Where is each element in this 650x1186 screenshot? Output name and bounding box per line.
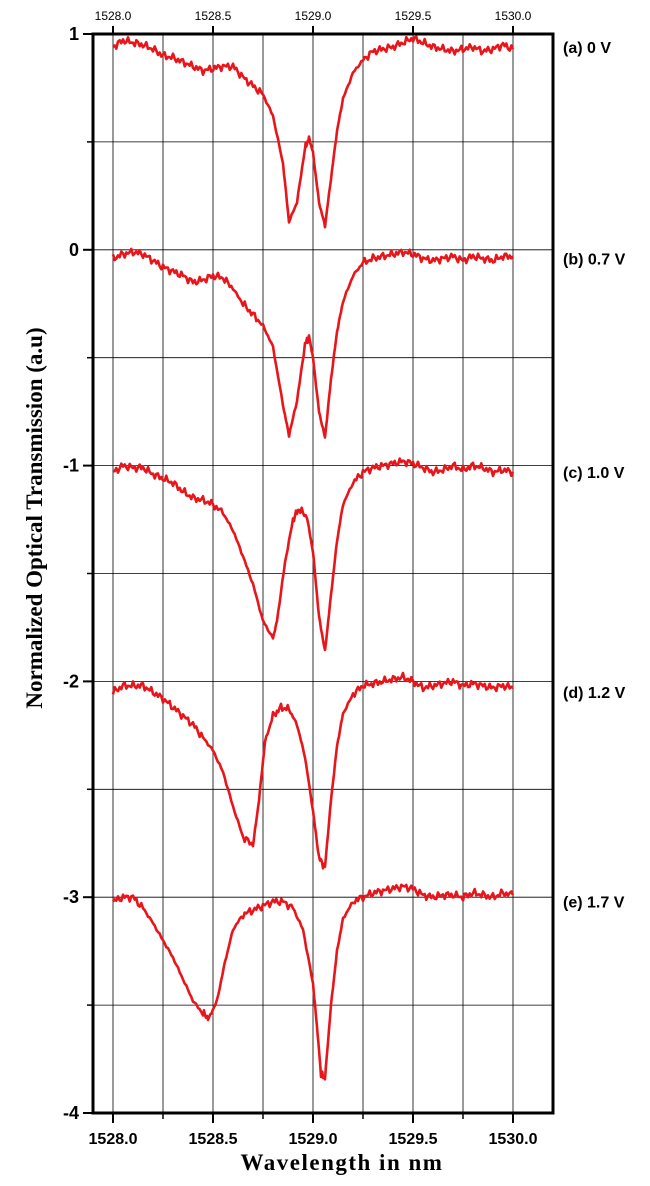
trace-line <box>111 883 515 1081</box>
y-tick-label: 1 <box>69 24 79 44</box>
x-tick-label-top: 1529.0 <box>295 9 332 23</box>
trace-label: (d) 1.2 V <box>563 685 626 702</box>
y-tick-label: -3 <box>63 887 79 907</box>
trace-line <box>113 457 515 652</box>
trace-label: (b) 0.7 V <box>563 251 626 268</box>
x-tick-label-bottom: 1529.0 <box>289 1131 338 1148</box>
x-tick-label-bottom: 1528.0 <box>89 1131 138 1148</box>
y-axis-title: Normalized Optical Transmission (a.u) <box>22 327 47 708</box>
y-tick-label: -1 <box>63 456 79 476</box>
x-tick-label-top: 1528.5 <box>195 9 232 23</box>
trace-label: (e) 1.7 V <box>563 895 625 912</box>
x-tick-label-bottom: 1528.5 <box>189 1131 238 1148</box>
tick-labels: 1528.0 1528.0 1528.5 1528.5 1529.0 1529.0 1529… <box>63 9 538 1148</box>
trace-label: (a) 0 V <box>563 40 611 57</box>
trace-label: (c) 1.0 V <box>563 465 625 482</box>
x-tick-label-top: 1530.0 <box>495 9 532 23</box>
trace-line <box>112 35 515 229</box>
x-tick-label-top: 1529.5 <box>395 9 432 23</box>
y-tick-label: -2 <box>63 671 79 691</box>
x-axis-title: Wavelength in nm <box>241 1150 444 1175</box>
trace-line <box>111 671 514 870</box>
x-tick-label-bottom: 1529.5 <box>389 1131 438 1148</box>
trace-line <box>111 247 514 439</box>
y-tick-label: -4 <box>63 1103 79 1123</box>
axis-ticks <box>83 26 514 1123</box>
x-tick-label-bottom: 1530.0 <box>489 1131 538 1148</box>
gridlines <box>93 34 553 1113</box>
transmission-traces <box>111 35 515 1081</box>
x-tick-label-top: 1528.0 <box>95 9 132 23</box>
y-tick-label: 0 <box>69 240 79 260</box>
trace-labels: (a) 0 V (b) 0.7 V (c) 1.0 V (d) 1.2 V (e) 1.… <box>563 40 626 912</box>
